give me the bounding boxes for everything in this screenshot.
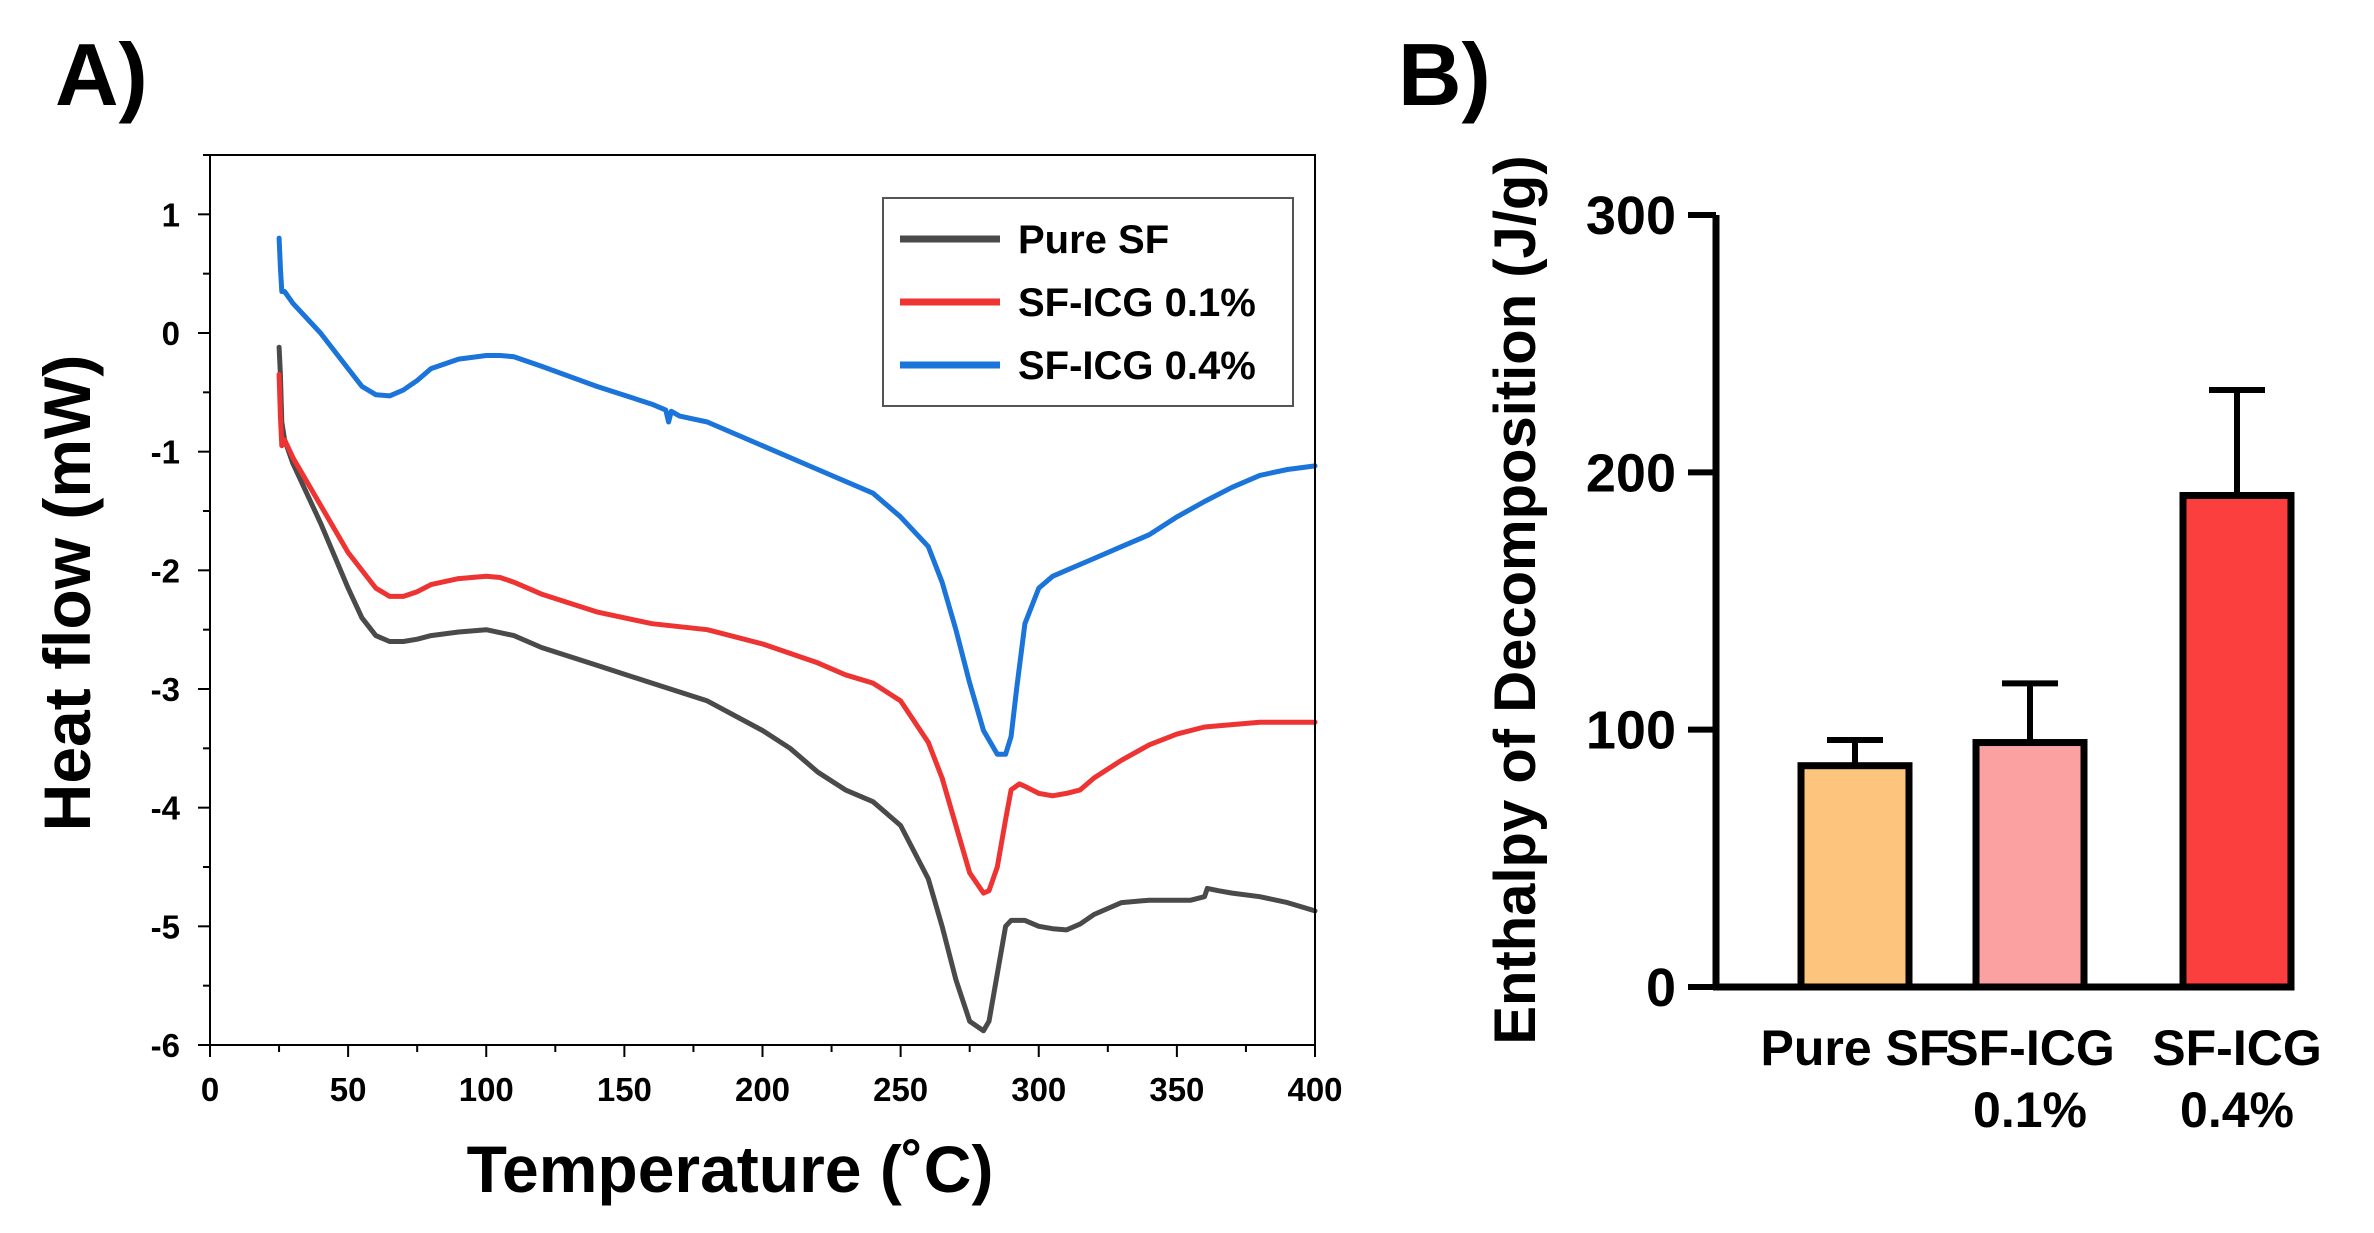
y-tick-label: -2 (151, 552, 180, 589)
x-axis-title: Temperature (˚C) (467, 1132, 994, 1206)
x-tick-label: 200 (735, 1071, 790, 1108)
legend: Pure SF SF-ICG 0.1% SF-ICG 0.4% (882, 197, 1294, 407)
legend-label-pure-sf: Pure SF (1018, 218, 1169, 262)
bar-y-tick-label: 0 (1646, 958, 1676, 1018)
y-tick-label: 0 (162, 315, 180, 352)
bar-category-label-line2: 0.1% (1973, 1082, 2087, 1138)
legend-label-sf-icg-0-4: SF-ICG 0.4% (1018, 344, 1256, 388)
series-line-pure-sf (276, 344, 1318, 1034)
bar-y-tick-label: 200 (1586, 443, 1676, 503)
legend-entry-pure-sf: Pure SF (900, 218, 1169, 262)
legend-entry-sf-icg-0-1: SF-ICG 0.1% (900, 281, 1256, 325)
x-axis-ticks: 0 50 100 150 200 250 300 350 400 (201, 1045, 1343, 1108)
y-tick-label: -1 (151, 434, 180, 471)
bar-category-label: SF-ICG (1945, 1020, 2114, 1076)
x-tick-label: 50 (330, 1071, 367, 1108)
bar-category-label: Pure SF (1761, 1020, 1950, 1076)
bar-axes (1712, 215, 2285, 991)
y-axis-title: Heat flow (mW) (30, 355, 104, 832)
y-tick-label: -4 (151, 790, 181, 827)
y-tick-label: 1 (162, 196, 180, 233)
bar-y-axis-ticks: 0 100 200 300 (1586, 186, 1716, 1018)
line-series-group (276, 235, 1318, 1034)
x-tick-label: 0 (201, 1071, 219, 1108)
y-tick-label: -6 (151, 1027, 180, 1064)
legend-entry-sf-icg-0-4: SF-ICG 0.4% (900, 344, 1256, 388)
bar (1797, 762, 1913, 991)
panel-a-label: A) (55, 25, 148, 124)
series-line-sf-icg-0-1 (276, 372, 1318, 896)
bar (1972, 739, 2088, 991)
bar-category-label-line2: 0.4% (2180, 1082, 2294, 1138)
bar-y-tick-label: 100 (1586, 701, 1676, 761)
y-tick-label: -3 (151, 671, 180, 708)
y-axis-ticks: 1 0 -1 -2 -3 -4 -5 -6 (151, 154, 210, 1064)
bars-group (1797, 386, 2295, 991)
x-tick-label: 250 (873, 1071, 928, 1108)
panel-b-label: B) (1398, 25, 1491, 124)
x-tick-label: 300 (1011, 1071, 1066, 1108)
bar-y-axis-title: Enthalpy of Decomposition (J/g) (1483, 155, 1548, 1044)
legend-label-sf-icg-0-1: SF-ICG 0.1% (1018, 281, 1256, 325)
x-tick-label: 350 (1149, 1071, 1204, 1108)
bar (2179, 491, 2295, 991)
series-line-sf-icg-0-4 (276, 235, 1318, 757)
bar-category-label: SF-ICG (2152, 1020, 2321, 1076)
y-tick-label: -5 (151, 908, 180, 945)
x-tick-label: 150 (597, 1071, 652, 1108)
x-tick-label: 100 (459, 1071, 514, 1108)
x-tick-label: 400 (1287, 1071, 1342, 1108)
bar-y-tick-label: 300 (1586, 186, 1676, 246)
panel-a-line-chart: 10-1-2-3-4-5-6 0 50 100 150 200 250 300 350 400 … (30, 154, 1343, 1206)
